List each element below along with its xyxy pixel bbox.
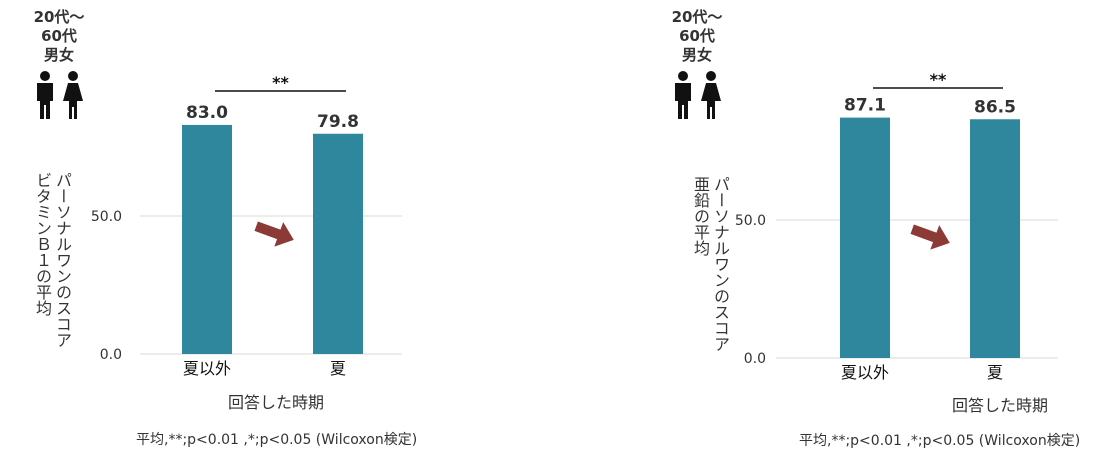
- x-axis-label: 回答した時期: [951, 396, 1048, 415]
- x-tick-label-summer: 夏: [330, 359, 346, 378]
- y-tick-label-50: 50.0: [735, 213, 766, 229]
- bar-chart-zinc: 0.0 50.0 87.1 86.5 夏以外 夏 **: [735, 70, 1058, 382]
- y-tick-label-0: 0.0: [100, 347, 122, 363]
- x-tick-label-non-summer: 夏以外: [183, 359, 231, 378]
- y-axis-label: パーソナルワンのスコア 亜鉛の平均: [690, 176, 730, 352]
- y-axis-label-line-1: パーソナルワンのスコア: [711, 176, 730, 352]
- significance-marker: **: [930, 70, 947, 89]
- gender-label: 男女: [43, 46, 74, 64]
- footnote: 平均,**;p<0.01 ,*;p<0.05 (Wilcoxon検定): [799, 433, 1081, 449]
- bar-value-label-non-summer: 83.0: [186, 103, 228, 123]
- x-tick-label-non-summer: 夏以外: [841, 363, 889, 382]
- demographic-label: 20代〜60代 男女: [666, 8, 728, 119]
- demographic-label: 20代〜60代 男女: [28, 8, 90, 119]
- bar-non-summer: [840, 117, 890, 358]
- age-range-label: 20代〜60代: [671, 8, 723, 45]
- y-axis-label-line-2: ビタミンＢ１の平均: [33, 172, 52, 316]
- y-axis-label-line-1: パーソナルワンのスコア: [53, 172, 72, 348]
- significance-marker: **: [272, 73, 289, 92]
- right-arrow-icon: [910, 224, 950, 250]
- age-range-label: 20代〜60代: [33, 8, 85, 45]
- footnote: 平均,**;p<0.01 ,*;p<0.05 (Wilcoxon検定): [136, 432, 418, 448]
- y-axis-label: パーソナルワンのスコア ビタミンＢ１の平均: [32, 172, 72, 348]
- gender-label: 男女: [681, 46, 712, 64]
- bar-summer: [970, 119, 1020, 358]
- man-woman-icon: [37, 71, 83, 119]
- bar-value-label-summer: 86.5: [974, 97, 1016, 117]
- bar-value-label-non-summer: 87.1: [844, 96, 886, 116]
- man-woman-icon: [675, 71, 721, 119]
- bar-non-summer: [182, 124, 232, 354]
- right-arrow-icon: [254, 221, 294, 247]
- x-tick-label-summer: 夏: [987, 363, 1003, 382]
- bar-chart-vitamin-b1: 0.0 50.0 83.0 79.8 夏以外 夏 **: [91, 73, 402, 378]
- bar-value-label-summer: 79.8: [317, 112, 359, 132]
- y-tick-label-50: 50.0: [91, 209, 122, 225]
- y-axis-label-line-2: 亜鉛の平均: [691, 176, 710, 256]
- chart-panel-zinc: 20代〜60代 男女 パーソナルワンのスコア 亜鉛の平均 0.0 50.0 87…: [558, 0, 1116, 461]
- chart-panel-vitamin-b1: 20代〜60代 男女 パーソナルワンのスコア ビタミンＢ１の平均 0.0 50.…: [28, 8, 418, 448]
- bar-summer: [313, 133, 363, 354]
- y-tick-label-0: 0.0: [744, 351, 766, 367]
- x-axis-label: 回答した時期: [227, 393, 324, 412]
